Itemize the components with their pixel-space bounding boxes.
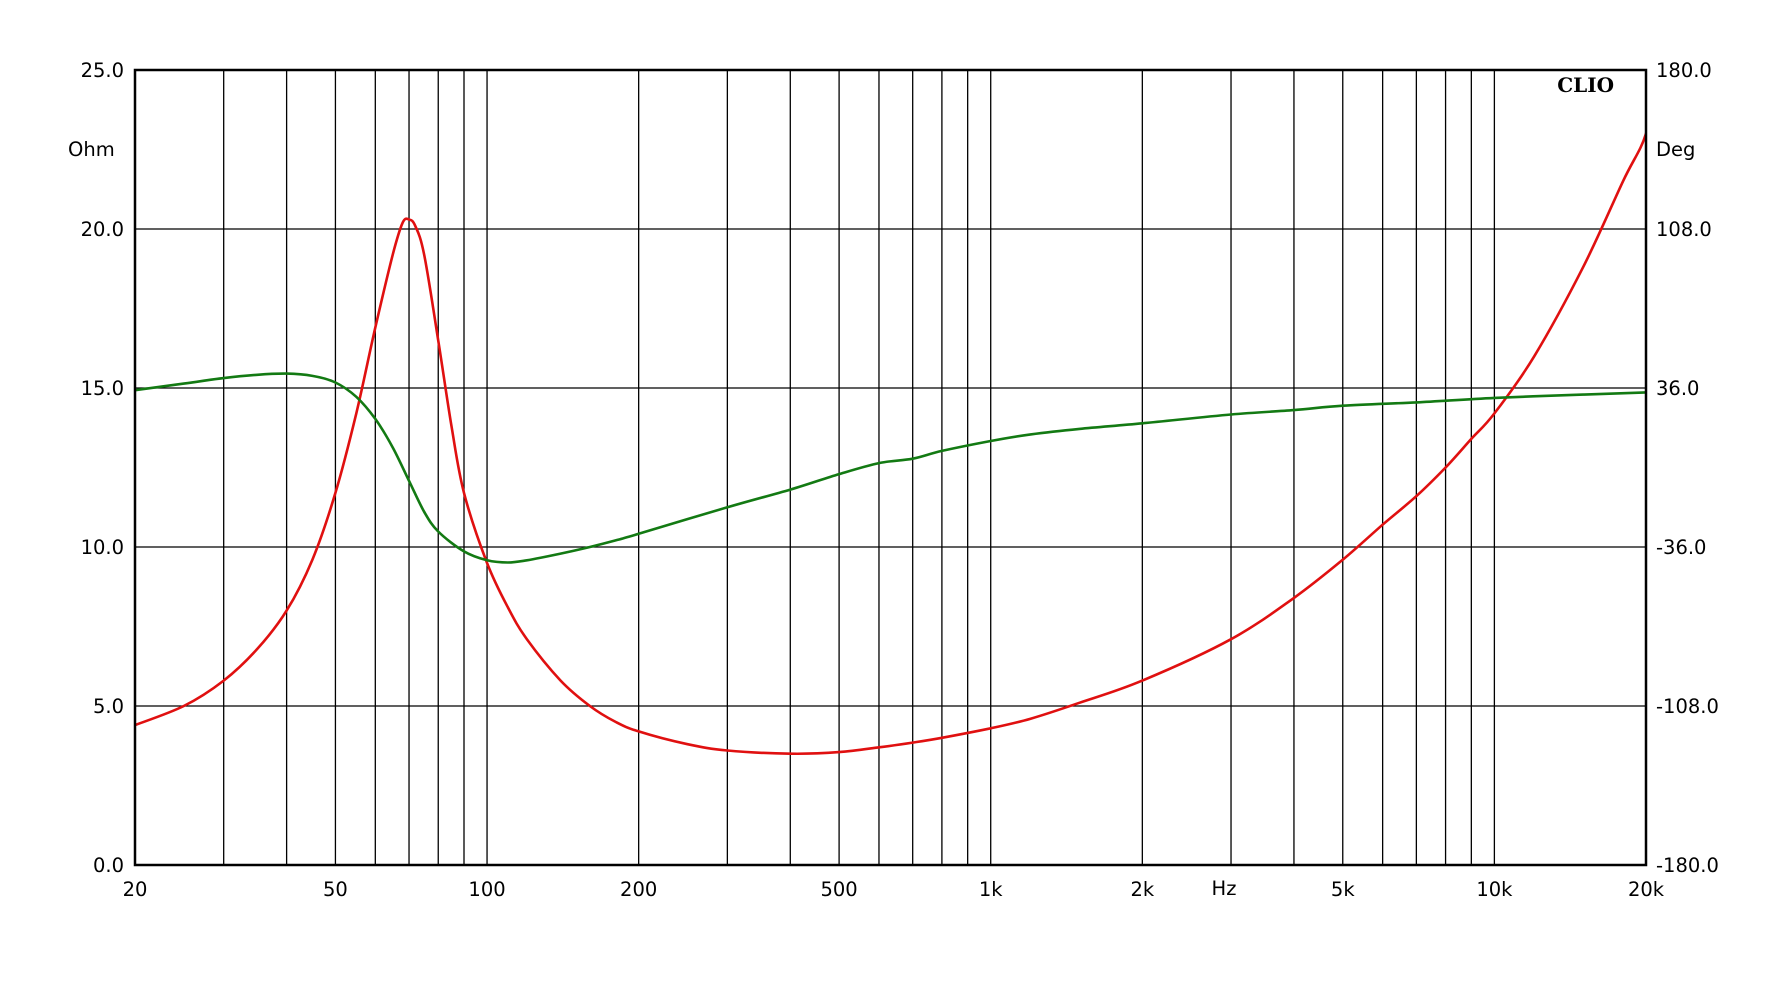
y-right-tick-label--36.0: -36.0: [1656, 536, 1706, 559]
y-right-tick-label--180.0: -180.0: [1656, 854, 1719, 877]
y-right-tick-label--108.0: -108.0: [1656, 695, 1719, 718]
x-tick-label-20: 20: [123, 878, 148, 901]
y-right-axis-label: Deg: [1656, 138, 1695, 161]
y-left-tick-label-0.0: 0.0: [93, 854, 124, 877]
plot-border: [133, 68, 1648, 867]
series-layer: [135, 128, 1646, 756]
x-tick-label-500: 500: [820, 878, 857, 901]
x-tick-label-2k: 2k: [1130, 878, 1154, 901]
y-right-tick-label-36.0: 36.0: [1656, 377, 1699, 400]
x-tick-label-1k: 1k: [979, 878, 1003, 901]
plot-frame: [133, 68, 1648, 867]
clio-logo: CLIO: [1557, 73, 1614, 97]
x-tick-label-20k: 20k: [1628, 878, 1665, 901]
y-left-tick-label-15.0: 15.0: [81, 377, 124, 400]
x-tick-label-100: 100: [468, 878, 505, 901]
x-tick-label-50: 50: [323, 878, 348, 901]
y-right-tick-label-180.0: 180.0: [1656, 59, 1712, 82]
y-left-tick-label-20.0: 20.0: [81, 218, 124, 241]
y-left-tick-label-5.0: 5.0: [93, 695, 124, 718]
x-axis-label: Hz: [1212, 877, 1237, 900]
axis-labels: Ohm Deg Hz CLIO 20 50 100 200 500 1k 2k 5k 10k 20…: [68, 59, 1719, 901]
x-tick-label-10k: 10k: [1476, 878, 1513, 901]
y-left-tick-label-25.0: 25.0: [81, 59, 124, 82]
phase-curve: [135, 372, 1646, 564]
y-left-tick-label-10.0: 10.0: [81, 536, 124, 559]
y-right-tick-label-108.0: 108.0: [1656, 218, 1712, 241]
x-tick-label-5k: 5k: [1331, 878, 1355, 901]
impedance-curve: [135, 128, 1646, 756]
x-tick-label-200: 200: [620, 878, 657, 901]
y-left-axis-label: Ohm: [68, 138, 115, 161]
